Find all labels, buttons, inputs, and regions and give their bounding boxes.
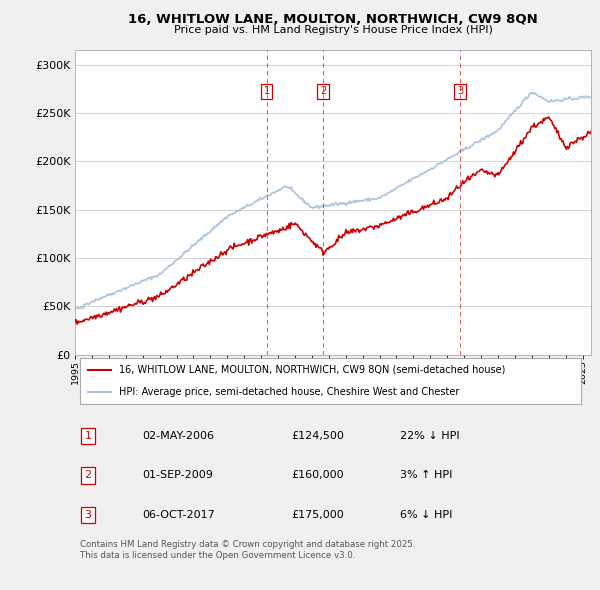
Text: £175,000: £175,000	[292, 510, 344, 520]
Text: 2: 2	[85, 470, 91, 480]
Text: 22% ↓ HPI: 22% ↓ HPI	[400, 431, 460, 441]
Text: 16, WHITLOW LANE, MOULTON, NORTHWICH, CW9 8QN (semi-detached house): 16, WHITLOW LANE, MOULTON, NORTHWICH, CW…	[119, 365, 505, 375]
Text: 3% ↑ HPI: 3% ↑ HPI	[400, 470, 452, 480]
Text: £160,000: £160,000	[292, 470, 344, 480]
Text: Contains HM Land Registry data © Crown copyright and database right 2025.
This d: Contains HM Land Registry data © Crown c…	[80, 540, 416, 560]
Text: 16, WHITLOW LANE, MOULTON, NORTHWICH, CW9 8QN: 16, WHITLOW LANE, MOULTON, NORTHWICH, CW…	[128, 13, 538, 26]
Text: £124,500: £124,500	[292, 431, 344, 441]
Text: 3: 3	[457, 86, 463, 96]
Text: 6% ↓ HPI: 6% ↓ HPI	[400, 510, 452, 520]
Text: Price paid vs. HM Land Registry's House Price Index (HPI): Price paid vs. HM Land Registry's House …	[173, 25, 493, 35]
Text: 02-MAY-2006: 02-MAY-2006	[142, 431, 214, 441]
FancyBboxPatch shape	[80, 358, 581, 404]
Text: 1: 1	[263, 86, 270, 96]
Text: 1: 1	[85, 431, 91, 441]
Text: 3: 3	[85, 510, 91, 520]
Text: HPI: Average price, semi-detached house, Cheshire West and Chester: HPI: Average price, semi-detached house,…	[119, 387, 459, 397]
Text: 2: 2	[320, 86, 326, 96]
Text: 01-SEP-2009: 01-SEP-2009	[142, 470, 213, 480]
Text: 06-OCT-2017: 06-OCT-2017	[142, 510, 215, 520]
